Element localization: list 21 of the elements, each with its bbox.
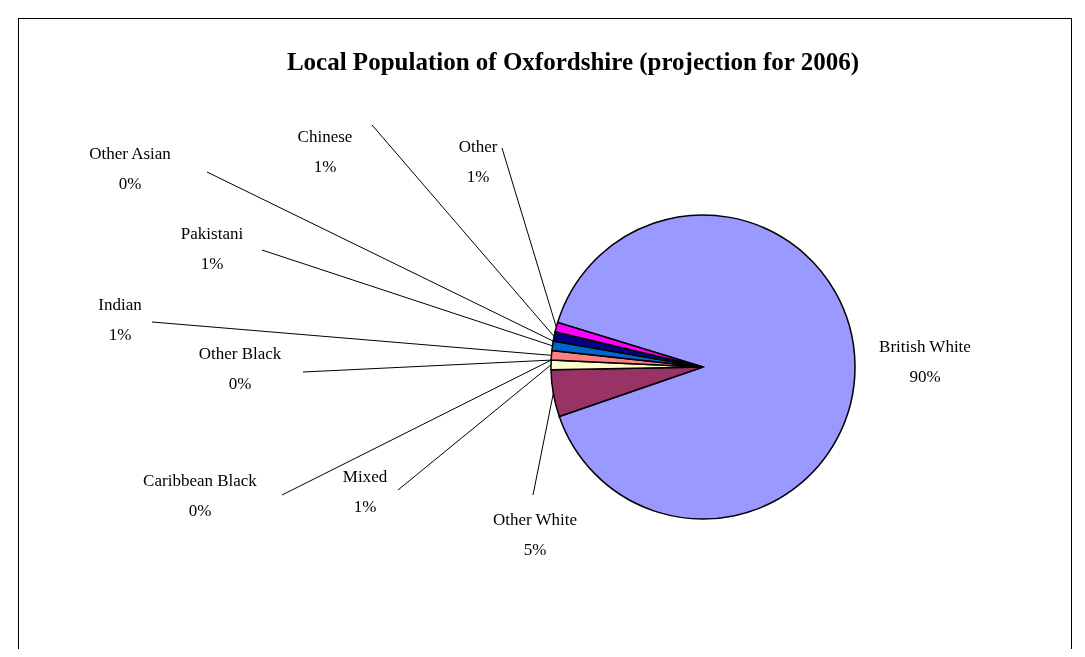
slice-label: Other White (492, 509, 578, 529)
slice-label: Chinese (297, 126, 353, 146)
data-label: 1% (466, 166, 490, 186)
data-label: 1% (353, 496, 377, 516)
data-label: 1% (313, 156, 337, 176)
data-label: 1% (200, 253, 224, 273)
slice-label: Other (458, 136, 498, 156)
slice-label: Pakistani (180, 223, 244, 243)
slice-label: British White (879, 336, 971, 356)
data-label: 5% (523, 539, 547, 559)
chart-title: Local Population of Oxfordshire (projection for 2006) (285, 48, 861, 76)
data-label: 90% (909, 366, 941, 386)
category-label: Other Asian (89, 143, 171, 163)
data-label: 1% (108, 324, 132, 344)
slice-label: Mixed (342, 466, 388, 486)
text: 0% (118, 173, 142, 193)
category-label: Caribbean Black (143, 470, 257, 490)
category-label: Other Black (198, 343, 282, 363)
text: 0% (188, 500, 212, 520)
slice-label: Indian (98, 294, 143, 314)
text: 0% (228, 373, 252, 393)
